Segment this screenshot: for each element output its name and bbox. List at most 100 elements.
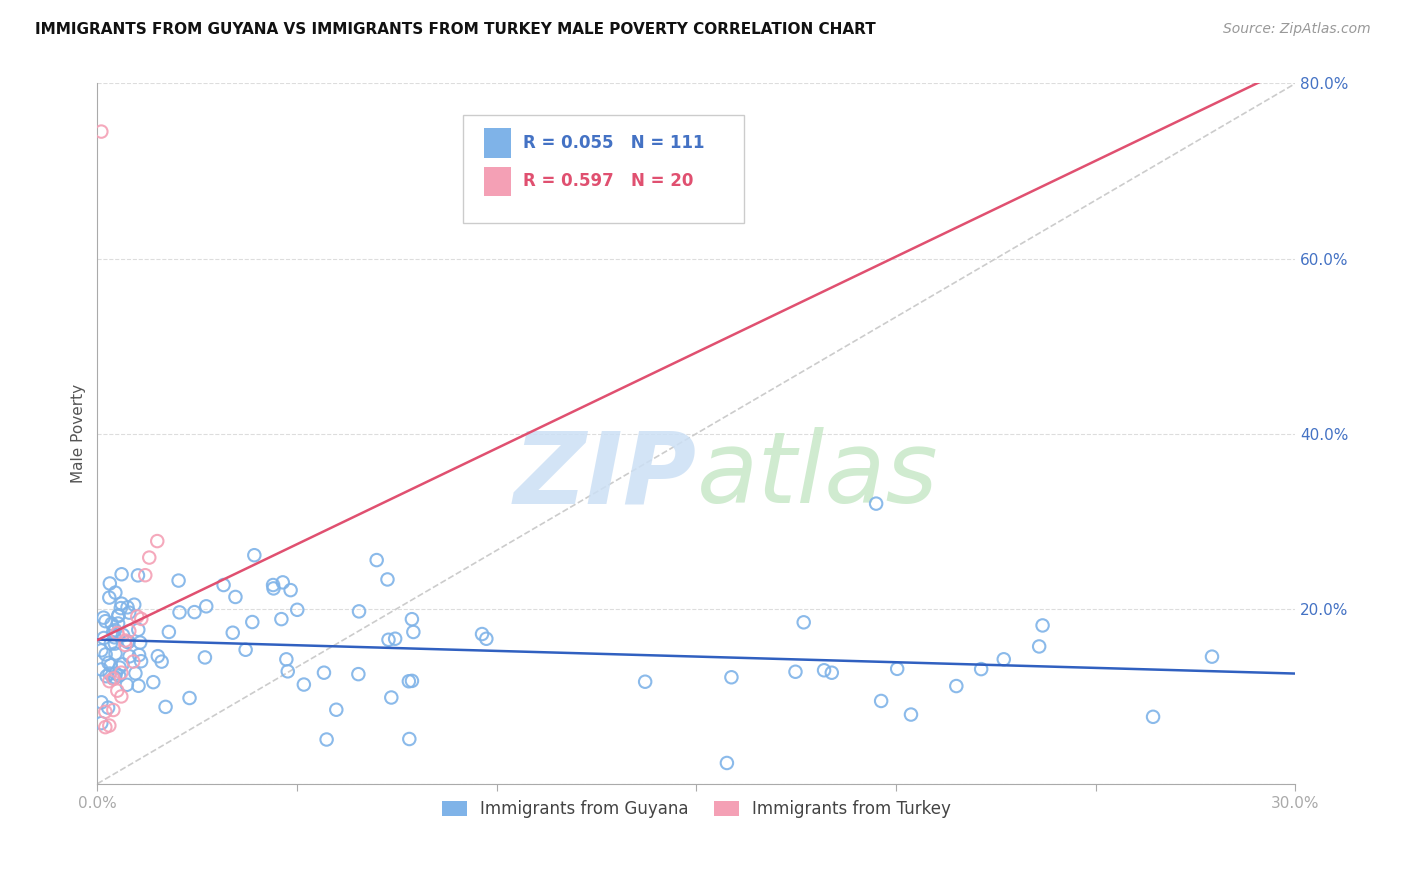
Point bbox=[398, 731, 420, 746]
Point bbox=[222, 625, 245, 640]
Point bbox=[110, 597, 132, 611]
Point bbox=[115, 678, 138, 692]
Point bbox=[401, 673, 423, 688]
Point bbox=[110, 567, 132, 582]
Y-axis label: Male Poverty: Male Poverty bbox=[72, 384, 86, 483]
Point bbox=[134, 568, 156, 582]
Point bbox=[384, 632, 406, 646]
Point bbox=[118, 649, 141, 664]
Point bbox=[118, 624, 141, 638]
Point bbox=[471, 627, 494, 641]
Point bbox=[993, 652, 1015, 666]
Point bbox=[634, 674, 657, 689]
Point bbox=[104, 623, 127, 637]
Point bbox=[111, 657, 134, 672]
Point bbox=[315, 732, 337, 747]
Point bbox=[292, 677, 315, 691]
Point bbox=[129, 612, 152, 626]
Point bbox=[235, 642, 257, 657]
Point bbox=[105, 626, 128, 640]
Point bbox=[103, 672, 125, 686]
Point bbox=[104, 670, 127, 684]
Point bbox=[98, 718, 121, 732]
Point bbox=[100, 616, 122, 631]
Point bbox=[900, 707, 922, 722]
Point bbox=[157, 624, 180, 639]
Text: atlas: atlas bbox=[696, 427, 938, 524]
Point bbox=[813, 663, 835, 677]
Point bbox=[122, 598, 145, 612]
Point bbox=[103, 624, 125, 639]
Point bbox=[103, 630, 125, 644]
Point bbox=[111, 628, 134, 642]
Point bbox=[96, 669, 118, 683]
Point bbox=[90, 662, 112, 676]
Point bbox=[169, 606, 191, 620]
Point bbox=[104, 647, 127, 661]
Point bbox=[117, 634, 139, 648]
Point bbox=[127, 623, 149, 637]
Point bbox=[277, 665, 299, 679]
Point bbox=[110, 690, 132, 704]
Point bbox=[117, 635, 139, 649]
Point bbox=[243, 548, 266, 562]
Point bbox=[263, 582, 285, 596]
Point bbox=[285, 603, 308, 617]
Point bbox=[108, 660, 131, 674]
Point bbox=[716, 756, 738, 770]
Text: R = 0.055   N = 111: R = 0.055 N = 111 bbox=[523, 134, 704, 152]
Point bbox=[150, 655, 173, 669]
Point bbox=[110, 665, 132, 680]
Point bbox=[105, 683, 128, 698]
Point bbox=[107, 608, 129, 623]
Point bbox=[104, 637, 127, 651]
Point bbox=[107, 616, 129, 631]
Point bbox=[167, 574, 190, 588]
Text: ZIP: ZIP bbox=[513, 427, 696, 524]
Point bbox=[97, 700, 120, 714]
Point bbox=[100, 637, 122, 651]
Point bbox=[720, 670, 742, 684]
Point bbox=[138, 550, 160, 565]
Point bbox=[1028, 640, 1050, 654]
Point bbox=[114, 633, 136, 648]
Point bbox=[886, 662, 908, 676]
Point bbox=[821, 665, 844, 680]
Point bbox=[194, 650, 217, 665]
Point bbox=[402, 625, 425, 640]
Point bbox=[262, 578, 284, 592]
Point bbox=[1201, 649, 1223, 664]
Legend: Immigrants from Guyana, Immigrants from Turkey: Immigrants from Guyana, Immigrants from … bbox=[436, 793, 957, 824]
Point bbox=[276, 652, 298, 666]
Point bbox=[94, 720, 117, 734]
Point bbox=[127, 609, 149, 624]
Point bbox=[93, 610, 115, 624]
Text: IMMIGRANTS FROM GUYANA VS IMMIGRANTS FROM TURKEY MALE POVERTY CORRELATION CHART: IMMIGRANTS FROM GUYANA VS IMMIGRANTS FRO… bbox=[35, 22, 876, 37]
Point bbox=[94, 614, 117, 628]
Point bbox=[104, 666, 127, 681]
Point bbox=[1032, 618, 1054, 632]
Point bbox=[785, 665, 807, 679]
Point bbox=[377, 573, 399, 587]
Bar bbox=[484, 167, 510, 196]
Point bbox=[475, 632, 498, 646]
Point bbox=[377, 632, 399, 647]
Point bbox=[142, 675, 165, 690]
Point bbox=[90, 643, 112, 657]
Point bbox=[100, 658, 122, 673]
Point bbox=[94, 705, 117, 719]
Point bbox=[128, 679, 150, 693]
Point bbox=[90, 716, 112, 731]
Point bbox=[347, 667, 370, 681]
Point bbox=[347, 604, 370, 618]
Point bbox=[108, 668, 131, 682]
Point bbox=[195, 599, 218, 614]
Point bbox=[98, 666, 121, 681]
Point bbox=[94, 648, 117, 662]
Point bbox=[224, 590, 246, 604]
Point bbox=[98, 576, 121, 591]
Point bbox=[793, 615, 815, 630]
Point bbox=[401, 612, 423, 626]
Point bbox=[129, 635, 152, 649]
Point bbox=[970, 662, 993, 676]
